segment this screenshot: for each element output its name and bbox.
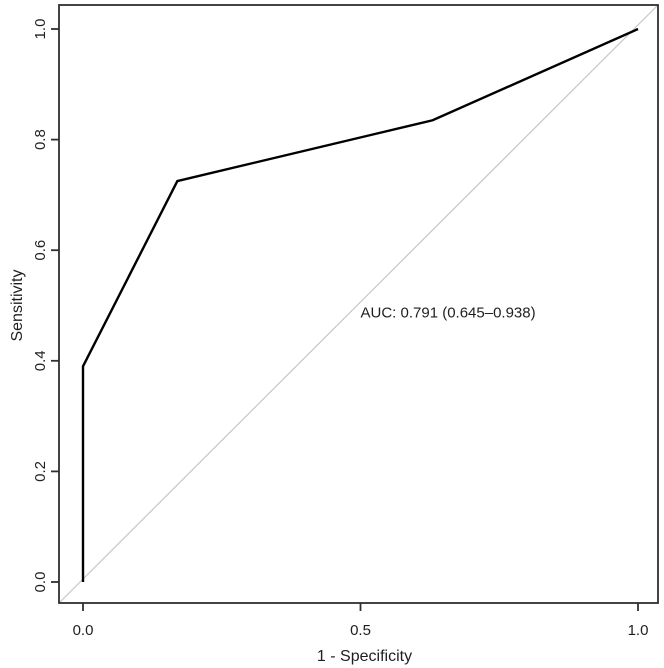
auc-annotation: AUC: 0.791 (0.645–0.938)	[361, 305, 536, 322]
y-axis-label: Sensitivity	[9, 269, 26, 341]
x-tick-label: 1.0	[628, 622, 649, 639]
y-tick-label: 0.6	[32, 240, 49, 261]
roc-curve-line	[81, 27, 639, 582]
x-axis-label: 1 - Specificity	[317, 648, 412, 665]
x-tick-label: 0.5	[350, 622, 371, 639]
y-tick-label: 1.0	[32, 19, 49, 40]
y-axis-ticks: 0.0 0.2 0.4 0.6 0.8 1.0	[32, 19, 59, 593]
y-tick-label: 0.0	[32, 572, 49, 593]
x-axis-ticks: 0.0 0.5 1.0	[73, 603, 649, 639]
y-tick-label: 0.2	[32, 461, 49, 482]
y-tick-label: 0.4	[32, 350, 49, 371]
y-tick-label: 0.8	[32, 129, 49, 150]
x-tick-label: 0.0	[73, 622, 94, 639]
plot-box	[58, 4, 659, 604]
reference-diagonal-line	[58, 4, 659, 604]
